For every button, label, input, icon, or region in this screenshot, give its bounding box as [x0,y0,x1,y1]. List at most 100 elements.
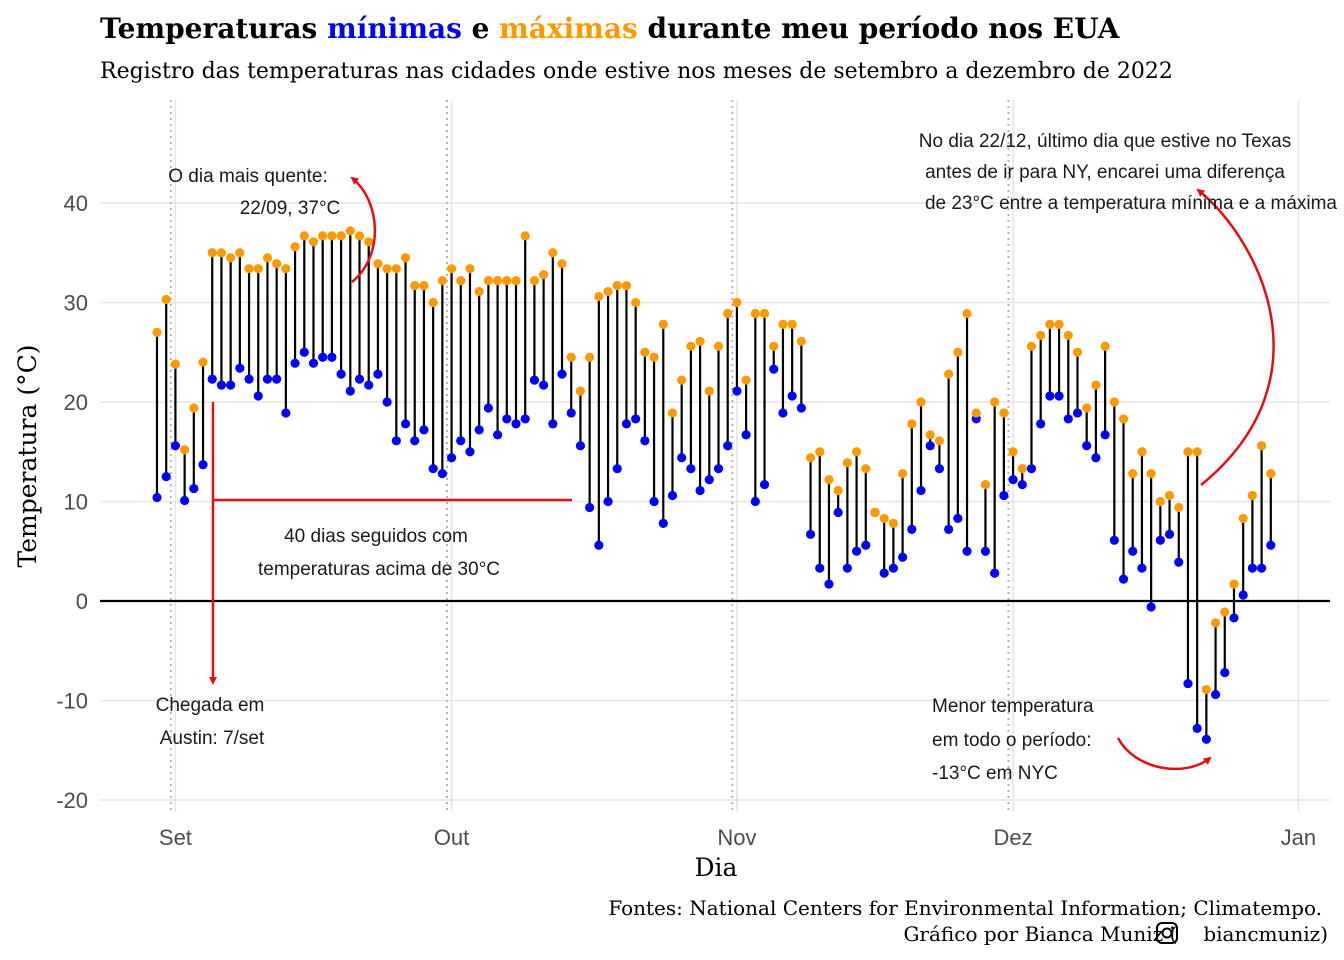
max-point [1210,618,1221,628]
min-point [391,436,401,446]
max-point [419,280,429,291]
arrival-line-2: Austin: 7/set [160,728,265,749]
max-point [999,408,1009,418]
max-point [520,231,530,241]
lowest-line-3: -13°C em NYC [932,763,1058,784]
annotation-streak: 40 dias seguidos com temperaturas acima … [258,526,500,580]
min-points [152,347,1276,744]
min-point [888,563,899,573]
x-tick-label: Out [434,825,469,850]
max-point [741,375,751,385]
min-point [778,408,788,418]
min-point [161,472,171,482]
max-point [1266,469,1276,479]
min-point [400,419,411,429]
max-point [1183,447,1193,457]
max-point [833,485,843,496]
min-point [428,464,438,474]
max-point [1017,464,1027,474]
month-lines [169,100,1010,812]
max-point [327,231,337,241]
y-tick-label: 0 [76,589,88,614]
min-point [1146,602,1156,612]
min-point [1100,430,1110,440]
min-point [1210,689,1221,700]
min-point [796,403,806,413]
max-point [152,327,162,337]
min-point [805,529,816,539]
min-point [465,447,475,457]
min-point [1026,464,1037,474]
max-point [1201,684,1211,695]
max-point [548,248,558,258]
max-point [502,276,512,286]
min-point [446,453,457,463]
max-point [474,286,484,297]
max-point [529,276,540,286]
min-point [1155,535,1165,545]
min-point [1220,668,1230,678]
x-tick-label: Set [159,825,192,850]
max-point [189,403,199,413]
min-point [603,496,613,507]
max-point [769,341,779,351]
max-point [658,319,668,329]
max-point [898,469,908,479]
min-point [750,496,760,507]
max-point [1008,447,1018,457]
max-point [971,408,981,418]
min-point [741,430,751,440]
max-point [612,280,622,291]
min-point [1109,535,1119,545]
min-point [649,496,659,507]
max-point [391,264,401,274]
min-point [511,419,521,429]
min-point [677,453,687,463]
max-point [851,447,862,457]
max-point [649,352,659,362]
min-point [980,546,991,556]
min-point [732,386,742,396]
min-point [631,414,641,424]
max-point [778,319,788,329]
min-point [999,490,1009,501]
max-point [198,357,208,367]
max-point [465,264,475,274]
min-point [861,540,871,550]
min-point [833,507,843,518]
max-point [944,369,954,379]
min-point [695,485,705,496]
max-point [161,294,171,305]
min-point [437,469,447,479]
max-point [723,308,733,319]
min-point [585,502,595,513]
max-point [557,259,567,269]
max-point [1247,490,1257,501]
max-point [446,264,457,274]
max-points [152,226,1276,695]
min-point [842,563,852,573]
min-point [907,524,917,534]
max-point [713,341,724,351]
min-point [640,436,650,446]
min-point [1192,723,1202,733]
min-point [612,464,622,474]
max-point [934,436,945,446]
min-point [180,495,190,506]
max-point [410,280,420,291]
min-point [1017,479,1027,490]
max-point [1091,380,1101,390]
hottest-arrow [350,176,377,283]
min-point [1045,391,1055,401]
max-point [511,276,521,286]
max-point [962,308,972,319]
max-point [364,237,374,247]
max-point [686,341,696,351]
min-point [253,391,263,401]
max-point [925,430,935,440]
min-point [879,568,889,578]
min-point [281,408,291,418]
lowest-line-1: Menor temperatura [932,696,1094,717]
min-point [1229,613,1239,623]
